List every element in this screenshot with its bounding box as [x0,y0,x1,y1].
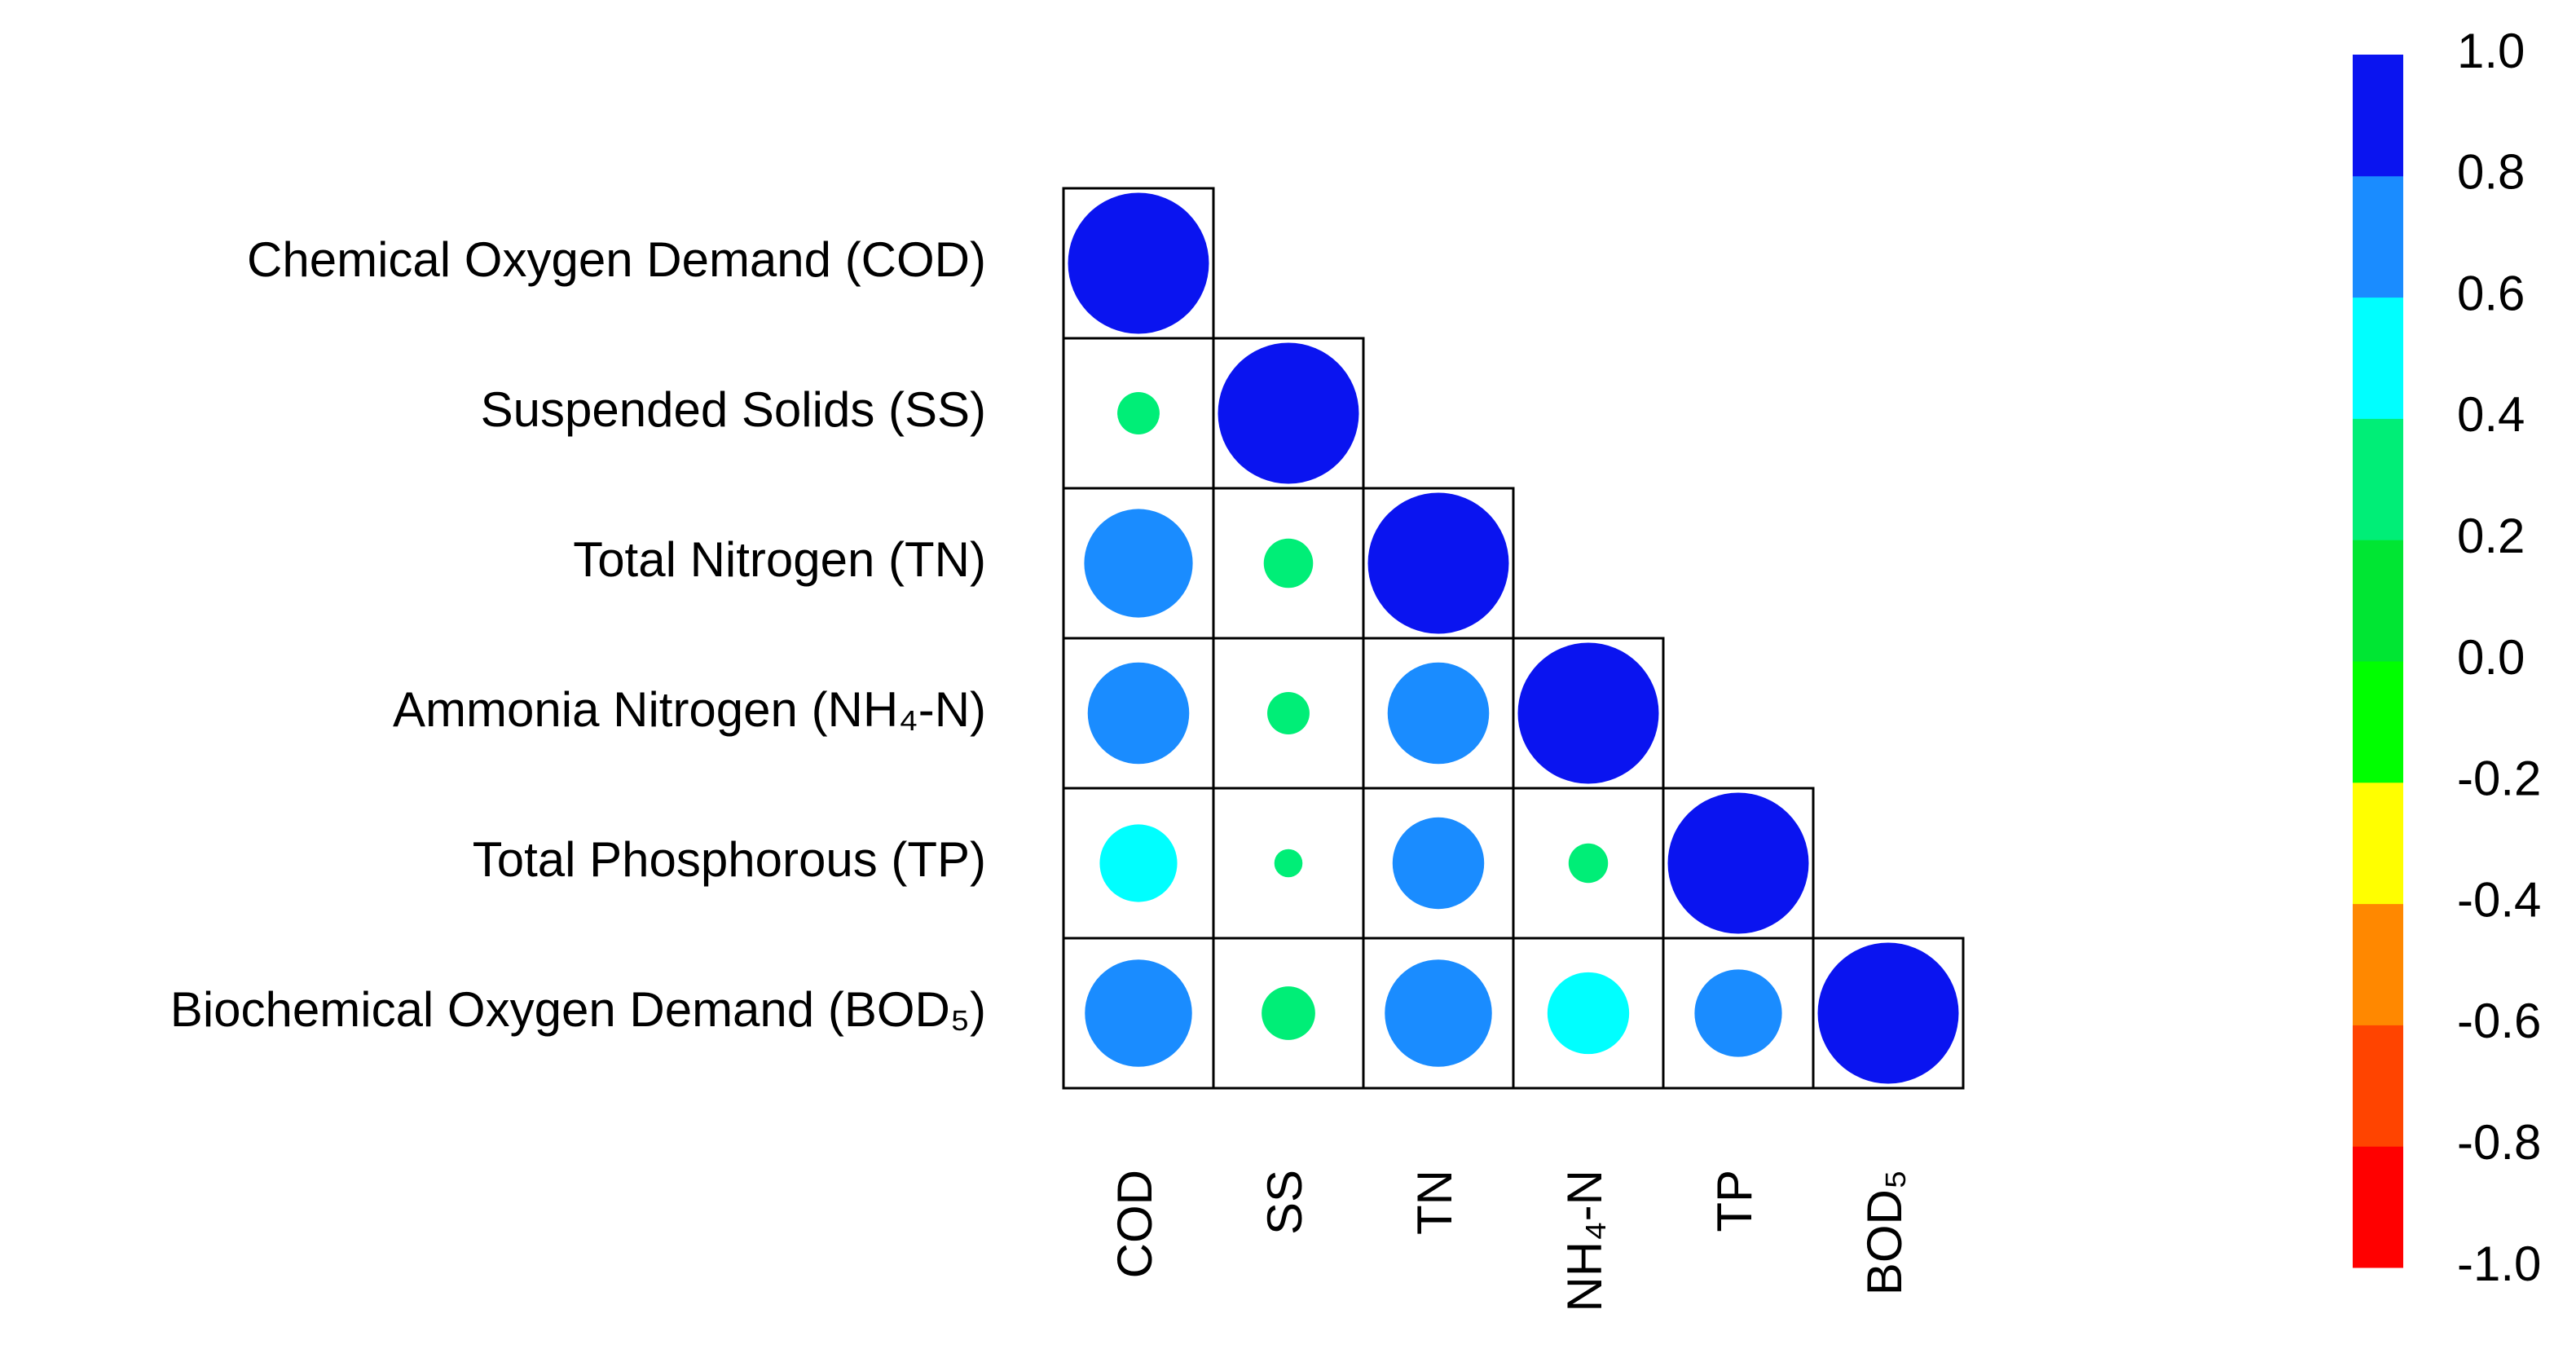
colorbar-tick-label: -1.0 [2457,1237,2541,1291]
colorbar-band [2353,175,2403,298]
column-label: TN [1407,1170,1462,1235]
corr-circle [1517,642,1659,784]
column-label: BOD₅ [1857,1170,1912,1295]
cell [1812,937,1965,1090]
colorbar-band [2353,1025,2403,1147]
column-label: TP [1707,1170,1762,1232]
column-label: NH₄-N [1557,1170,1612,1312]
corr-circle [1085,959,1192,1067]
colorbar-band [2353,418,2403,540]
colorbar-band [2353,661,2403,783]
colorbar-band [2353,782,2403,905]
corr-circle [1547,972,1630,1055]
colorbar-tick-label: 0.8 [2457,145,2525,200]
colorbar-tick-label: 0.6 [2457,266,2525,320]
corr-circle [1068,192,1209,334]
colorbar-tick-label: -0.6 [2457,994,2541,1048]
corr-circle [1568,843,1609,884]
colorbar-tick-label: 0.4 [2457,387,2525,442]
corr-circle [1274,849,1303,878]
corr-circle [1392,817,1485,910]
colorbar-tick-label: 0.2 [2457,509,2525,563]
corr-circle [1385,959,1492,1067]
colorbar-band [2353,540,2403,662]
corr-circle [1387,662,1490,765]
corr-circle [1262,986,1315,1040]
corr-circle [1667,792,1809,934]
corr-circle [1117,392,1160,434]
colorbar-tick-label: -0.8 [2457,1115,2541,1170]
corr-circle [1263,538,1314,589]
corr-circle [1267,692,1310,734]
colorbar-band [2353,903,2403,1025]
colorbar-tick-label: -0.4 [2457,872,2541,927]
column-label: COD [1107,1170,1162,1278]
corr-circle [1218,342,1359,484]
colorbar-tick-label: 1.0 [2457,24,2525,78]
row-label: Total Phosphorous (TP) [473,832,986,887]
row-label: Chemical Oxygen Demand (COD) [247,232,986,287]
colorbar-tick-label: -0.2 [2457,752,2541,806]
row-label: Total Nitrogen (TN) [573,532,986,587]
row-label: Biochemical Oxygen Demand (BOD₅) [170,982,986,1037]
row-label: Ammonia Nitrogen (NH₄-N) [393,682,986,737]
corr-circle [1817,942,1959,1084]
corr-circle [1084,509,1193,618]
corr-circle [1087,662,1190,765]
corr-circle [1367,492,1509,634]
colorbar-tick-label: 0.0 [2457,630,2525,685]
corr-circle [1099,824,1178,902]
colorbar-band [2353,297,2403,419]
colorbar-band [2353,55,2403,177]
corr-circle [1694,969,1782,1057]
row-label: Suspended Solids (SS) [481,382,986,437]
colorbar-band [2353,1146,2403,1268]
column-label: SS [1257,1170,1312,1235]
